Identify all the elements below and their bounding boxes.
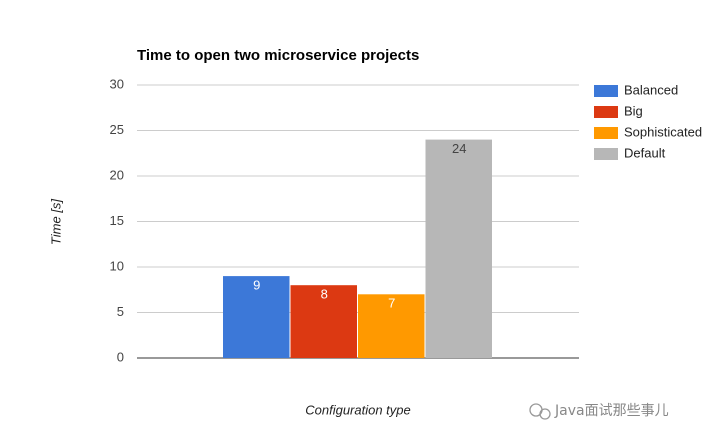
watermark: Java面试那些事儿 [554,403,669,419]
y-tick-label: 25 [110,122,124,137]
legend-swatch [594,148,618,160]
legend-label: Sophisticated [624,124,702,139]
data-label: 7 [388,296,395,311]
bar [425,139,492,358]
legend-swatch [594,85,618,97]
data-label: 24 [452,141,466,156]
y-tick-label: 5 [117,304,124,319]
bar [358,294,425,358]
y-tick-label: 20 [110,167,124,182]
data-label: 9 [253,278,260,293]
legend-label: Big [624,103,643,118]
legend-swatch [594,127,618,139]
y-axis-label: Time [s] [48,199,63,245]
y-tick-label: 0 [117,349,124,364]
x-axis-label: Configuration type [305,402,411,417]
bar [290,285,357,358]
data-label: 8 [321,287,328,302]
legend-label: Balanced [624,82,678,97]
bar [223,276,290,358]
legend-label: Default [624,145,666,160]
y-tick-label: 30 [110,76,124,91]
watermark-icon [529,403,551,420]
legend-swatch [594,106,618,118]
chart-title: Time to open two microservice projects [137,47,419,64]
y-tick-label: 10 [110,258,124,273]
y-tick-label: 15 [110,213,124,228]
